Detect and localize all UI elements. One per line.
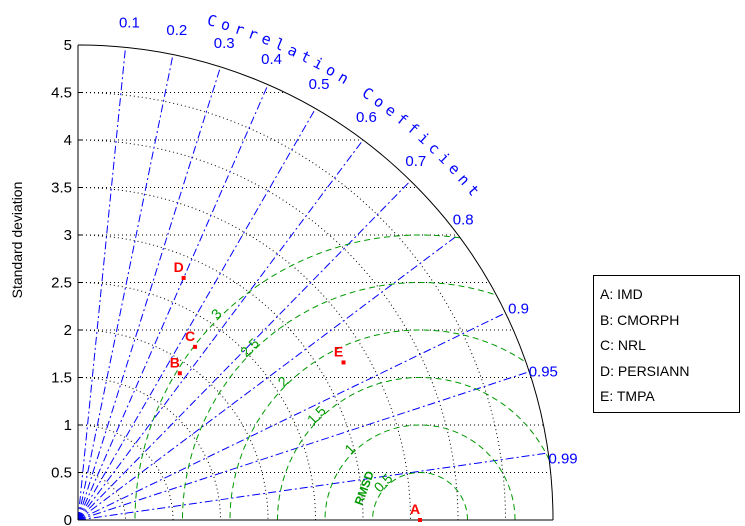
std-arc <box>77 472 126 521</box>
correlation-line <box>77 54 174 521</box>
point-label-b: B <box>170 354 180 370</box>
correlation-tick-labels: 0.1 0.2 0.3 0.4 0.5 0.6 0.7 0.8 0.9 0.95 0.99 <box>119 14 578 467</box>
rmsd-contour-label: 2 <box>275 373 292 390</box>
correlation-tick-label: 0.3 <box>214 35 235 52</box>
correlation-line <box>77 47 126 521</box>
rmsd-contour-label: 3 <box>208 305 225 322</box>
correlation-tick-label: 0.9 <box>508 301 529 318</box>
std-dev-arcs <box>77 92 551 521</box>
std-tick-labels: 0 0.5 1 1.5 2 2.5 3 3.5 4 4.5 5 <box>51 37 83 526</box>
std-arc <box>77 92 506 521</box>
correlation-lines <box>77 47 549 521</box>
rmsd-contour-label: 2.5 <box>237 335 262 360</box>
point-label-d: D <box>174 259 184 275</box>
y-tick-label: 4.5 <box>51 85 72 102</box>
legend-item-imd: A: IMD <box>600 286 643 302</box>
std-arc <box>77 377 221 521</box>
correlation-line <box>77 108 316 521</box>
correlation-line <box>77 312 506 521</box>
rmsd-contour-label: 1.5 <box>304 402 329 427</box>
point-marker-d <box>181 275 186 280</box>
correlation-axis-label: Correlation Coeffi c i e n t <box>205 11 483 200</box>
point-marker-a <box>418 518 422 522</box>
rmsd-contour <box>229 329 524 520</box>
y-tick-label: 2.5 <box>51 275 72 292</box>
y-tick-label: 2 <box>64 322 72 339</box>
legend-item-tmpa: E: TMPA <box>600 388 655 404</box>
point-marker-c <box>193 344 198 349</box>
point-marker-b <box>177 371 182 376</box>
correlation-tick-label: 0.1 <box>119 14 140 31</box>
rmsd-contour <box>182 282 494 520</box>
y-tick-label: 5 <box>64 37 72 54</box>
correlation-line <box>77 180 411 521</box>
legend: A: IMD B: CMORPH C: NRL D: PERSIANN E: T… <box>593 275 740 413</box>
axes <box>77 44 554 521</box>
legend-item-cmorph: B: CMORPH <box>600 311 680 328</box>
y-tick-label: 3 <box>64 227 72 244</box>
std-arc <box>77 329 269 521</box>
y-tick-label: 1.5 <box>51 370 72 387</box>
correlation-line <box>77 84 269 521</box>
correlation-line <box>77 139 364 521</box>
rmsd-contours <box>134 234 550 520</box>
correlation-line <box>77 66 221 521</box>
std-arc <box>77 187 411 521</box>
correlation-tick-label: 0.2 <box>166 22 187 39</box>
correlation-tick-label: 0.4 <box>261 51 282 68</box>
rmsd-contour <box>134 234 460 520</box>
std-arc <box>77 234 364 521</box>
point-label-e: E <box>334 343 343 359</box>
y-tick-label: 4 <box>64 132 72 149</box>
correlation-line <box>77 234 459 521</box>
correlation-tick-label: 0.95 <box>529 364 558 381</box>
rmsd-contour <box>277 377 550 520</box>
correlation-tick-label: 0.99 <box>548 450 577 467</box>
legend-item-nrl: C: NRL <box>600 337 646 353</box>
rmsd-contour-label: 1 <box>341 440 358 457</box>
correlation-line <box>77 371 530 521</box>
correlation-tick-label: 0.5 <box>309 76 330 93</box>
correlation-tick-label: 0.7 <box>405 153 426 170</box>
data-points: A BC D E <box>170 259 422 522</box>
outer-arc <box>77 44 554 521</box>
legend-item-persiann: D: PERSIANN <box>600 362 690 379</box>
std-arc <box>77 282 316 521</box>
point-label-a: A <box>410 501 420 517</box>
rmsd-contour <box>372 472 468 520</box>
y-tick-label: 1 <box>64 417 72 434</box>
std-arc <box>77 139 459 521</box>
correlation-tick-label: 0.6 <box>356 109 377 126</box>
point-marker-e <box>341 360 346 365</box>
y-tick-label: 3.5 <box>51 180 72 197</box>
correlation-line <box>77 452 549 521</box>
correlation-tick-label: 0.8 <box>453 212 474 229</box>
y-tick-label: 0.5 <box>51 465 72 482</box>
point-label-c: C <box>185 328 195 344</box>
y-tick-label: 0 <box>64 512 72 526</box>
y-axis-label: Standard deviation <box>9 182 25 299</box>
